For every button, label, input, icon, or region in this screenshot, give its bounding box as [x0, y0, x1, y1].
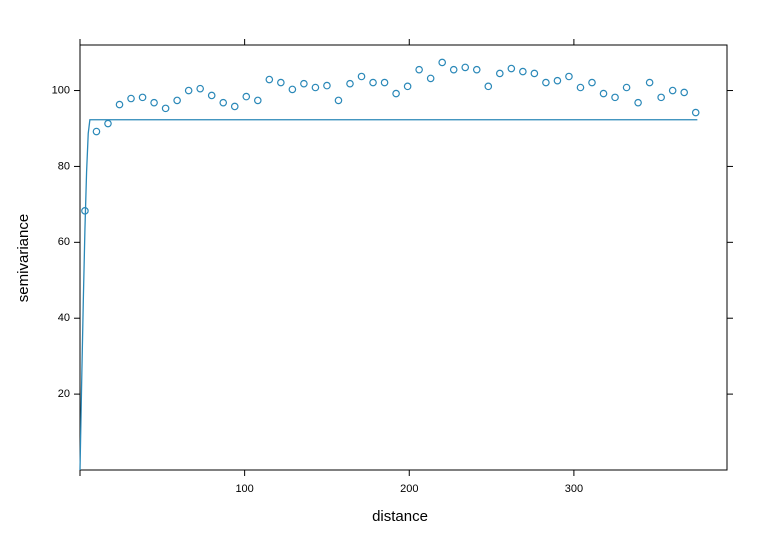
- y-tick-label: 80: [58, 160, 70, 172]
- point: [530, 69, 539, 78]
- point: [438, 58, 446, 67]
- x-tick-label: 100: [235, 483, 253, 495]
- point: [334, 96, 343, 105]
- point: [691, 108, 700, 117]
- point: [173, 96, 181, 105]
- y-tick-label: 60: [58, 236, 70, 248]
- point: [403, 82, 412, 91]
- y-tick-label: 40: [58, 312, 70, 324]
- plot-frame: [79, 44, 728, 471]
- point: [254, 96, 262, 105]
- point: [634, 98, 642, 107]
- point: [115, 100, 124, 109]
- point: [127, 94, 135, 103]
- point: [599, 89, 608, 98]
- point: [507, 64, 516, 73]
- point: [357, 72, 366, 81]
- point: [207, 91, 216, 100]
- point: [323, 81, 331, 90]
- y-tick-label: 100: [52, 84, 70, 96]
- x-tick-label: 300: [565, 483, 583, 495]
- point: [311, 83, 320, 92]
- point: [680, 88, 688, 97]
- point: [668, 86, 677, 95]
- y-tick-label: 20: [58, 388, 70, 400]
- point: [150, 98, 158, 107]
- point: [288, 85, 297, 94]
- point: [265, 75, 274, 84]
- point: [426, 74, 435, 83]
- x-tick-label: 200: [400, 483, 418, 495]
- point: [553, 76, 562, 85]
- point: [392, 89, 400, 98]
- point: [461, 63, 470, 72]
- x-axis-label: distance: [372, 508, 428, 525]
- point: [484, 82, 493, 91]
- point: [519, 67, 527, 76]
- point: [622, 83, 631, 92]
- model-line: [79, 119, 698, 471]
- point: [657, 93, 665, 102]
- point: [611, 93, 619, 102]
- y-axis-label: semivariance: [15, 214, 32, 302]
- point: [449, 65, 458, 74]
- point: [415, 65, 423, 74]
- point: [104, 119, 112, 128]
- point: [219, 98, 228, 107]
- point: [576, 83, 585, 92]
- point: [542, 78, 550, 87]
- point: [196, 84, 204, 93]
- point: [346, 79, 354, 88]
- point: [242, 92, 251, 101]
- point: [184, 86, 193, 95]
- point: [161, 104, 170, 113]
- point: [565, 72, 573, 81]
- point: [588, 78, 596, 87]
- point: [230, 102, 239, 111]
- point: [300, 79, 308, 88]
- point: [81, 207, 89, 215]
- point: [496, 69, 504, 78]
- point: [92, 127, 101, 136]
- point: [645, 78, 654, 87]
- point: [472, 65, 481, 74]
- point: [369, 78, 377, 87]
- point: [277, 78, 285, 87]
- point: [138, 93, 147, 102]
- point: [380, 78, 389, 87]
